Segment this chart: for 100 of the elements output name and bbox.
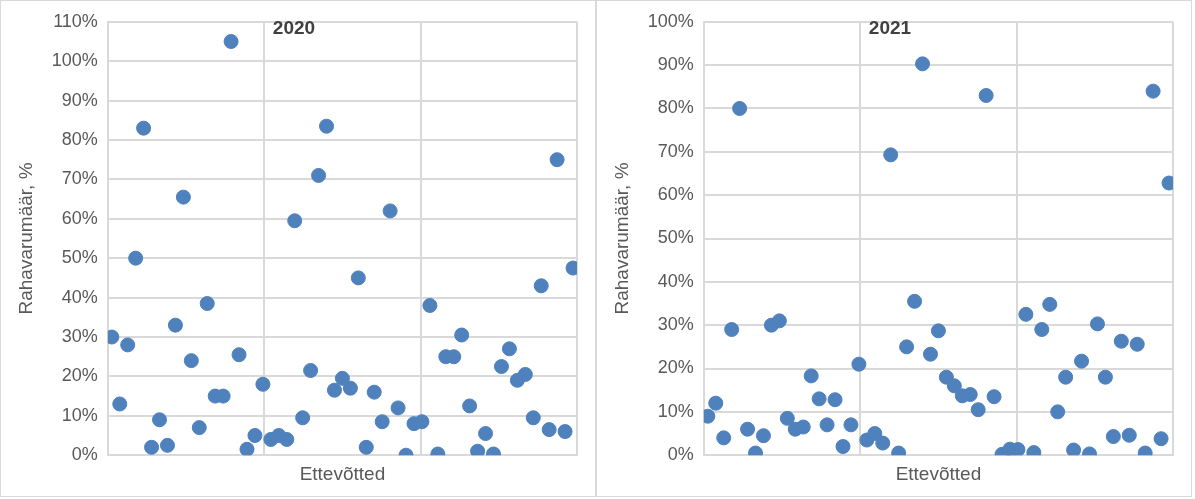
point (986, 389, 1002, 405)
point (247, 428, 263, 443)
point (493, 359, 509, 375)
point (334, 370, 350, 386)
point (557, 424, 573, 440)
point (867, 426, 883, 442)
point (1089, 316, 1105, 332)
point (175, 189, 191, 205)
y-tick-label: 70% (657, 140, 694, 161)
x-axis-title: Ettevõtted (895, 462, 982, 484)
y-tick-label: 80% (61, 128, 98, 149)
point (883, 147, 899, 163)
y-tick-label: 80% (657, 97, 694, 118)
point (239, 441, 255, 456)
point (1074, 353, 1090, 369)
point (843, 417, 859, 433)
point (930, 323, 946, 339)
point (1097, 369, 1113, 385)
point (183, 353, 199, 369)
point (978, 87, 994, 103)
y-tick-label: 70% (61, 168, 98, 189)
y-tick-label: 60% (657, 184, 694, 205)
y-tick-label: 10% (657, 400, 694, 421)
y-axis-title: Rahavarumäär, % (610, 162, 632, 315)
point (970, 402, 986, 418)
point (533, 278, 549, 294)
point (740, 421, 756, 437)
chart-title: 2021 (868, 16, 912, 38)
point (1034, 322, 1050, 338)
point (811, 391, 827, 407)
point (287, 213, 303, 229)
point (191, 420, 207, 436)
point (899, 339, 915, 355)
point (422, 297, 438, 313)
point (120, 337, 136, 353)
point (1058, 369, 1074, 385)
point (549, 152, 565, 168)
point (358, 439, 374, 455)
point (342, 380, 358, 396)
point (366, 384, 382, 400)
point (374, 414, 390, 430)
point (159, 437, 175, 453)
point (478, 426, 494, 442)
point (152, 412, 168, 428)
point (199, 296, 215, 312)
y-tick-label: 10% (61, 404, 98, 425)
y-tick-label: 50% (61, 247, 98, 268)
point (1018, 306, 1034, 322)
point (732, 100, 748, 116)
point (716, 430, 732, 446)
y-tick-label: 30% (61, 325, 98, 346)
point (326, 382, 342, 398)
y-axis-title: Rahavarumäär, % (14, 162, 36, 315)
point (382, 203, 398, 219)
point (470, 443, 486, 456)
y-tick-label: 30% (657, 314, 694, 335)
point (311, 167, 327, 183)
point (938, 369, 954, 385)
point (144, 439, 160, 455)
point (501, 341, 517, 357)
y-tick-label: 110% (53, 10, 98, 31)
point (517, 366, 533, 382)
point (875, 435, 891, 451)
point (303, 362, 319, 378)
point (708, 395, 724, 411)
point (1105, 429, 1121, 445)
point (541, 422, 557, 438)
y-tick-label: 100% (647, 10, 694, 31)
point (922, 346, 938, 362)
y-tick-label: 20% (61, 365, 98, 386)
y-tick-label: 100% (51, 50, 98, 71)
point (128, 250, 144, 266)
point (525, 410, 541, 426)
point (1153, 431, 1169, 447)
point (803, 368, 819, 384)
point (1145, 83, 1161, 99)
point (462, 398, 478, 414)
point (167, 317, 183, 333)
y-tick-label: 90% (61, 89, 98, 110)
point (827, 392, 843, 408)
point (295, 410, 311, 426)
point (390, 400, 406, 416)
point (1042, 296, 1058, 312)
y-tick-label: 50% (657, 227, 694, 248)
point (946, 378, 962, 394)
y-tick-label: 0% (71, 444, 98, 465)
point (112, 396, 128, 412)
point (851, 356, 867, 372)
point (231, 347, 247, 363)
point (414, 414, 430, 430)
point (771, 313, 787, 329)
point (454, 327, 470, 343)
y-tick-label: 40% (657, 270, 694, 291)
point (1113, 333, 1129, 349)
point (1129, 336, 1145, 352)
point (1121, 427, 1137, 443)
x-axis-title: Ettevõtted (299, 462, 386, 484)
point (795, 419, 811, 435)
chart-title: 2020 (272, 16, 316, 38)
point (755, 428, 771, 444)
